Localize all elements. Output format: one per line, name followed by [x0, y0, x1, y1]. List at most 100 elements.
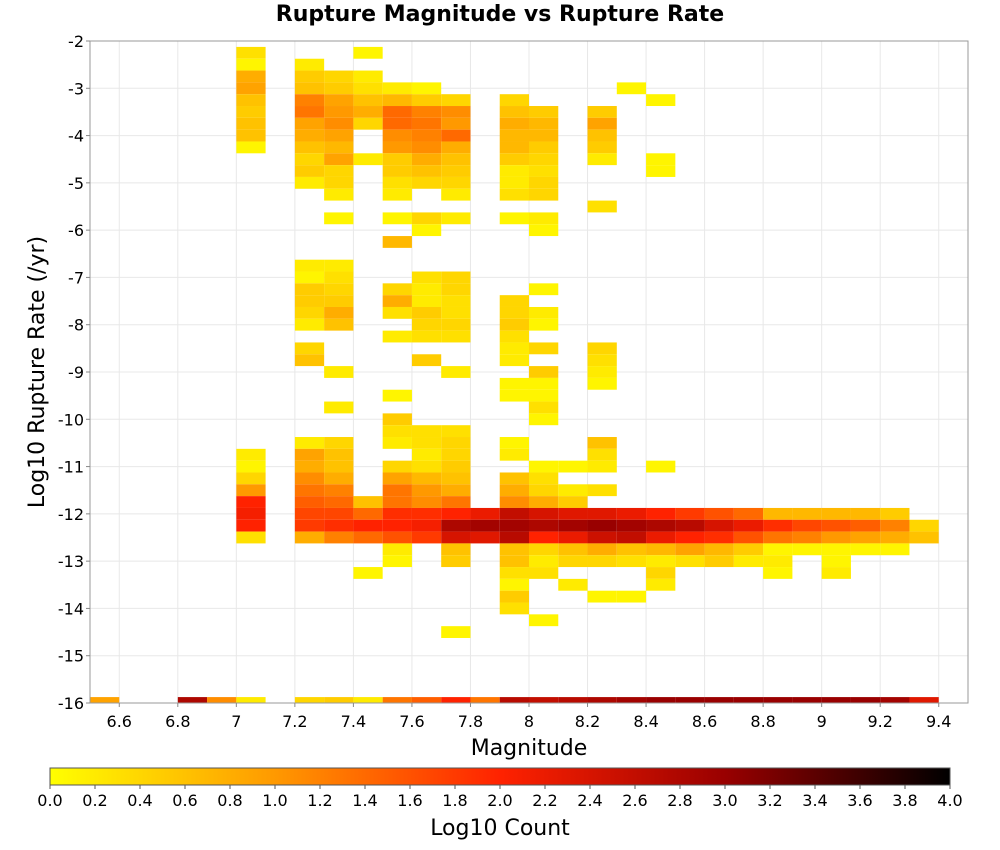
- heatmap-cell: [324, 460, 354, 473]
- heatmap-cell: [236, 507, 266, 520]
- heatmap-cell: [324, 259, 354, 272]
- heatmap-cell: [411, 697, 442, 703]
- heatmap-cell: [529, 165, 559, 177]
- heatmap-cell: [236, 70, 266, 83]
- heatmap-cell: [236, 697, 266, 703]
- heatmap-cell: [236, 519, 266, 532]
- heatmap-cell: [499, 165, 529, 177]
- heatmap-cell: [294, 697, 325, 703]
- colorbar-tick-label: 2.8: [667, 791, 692, 810]
- heatmap-cell: [441, 141, 471, 154]
- heatmap-cell: [411, 271, 442, 284]
- heatmap-cell: [558, 555, 588, 568]
- heatmap-cell: [324, 283, 354, 296]
- heatmap-cell: [382, 141, 412, 154]
- heatmap-cell: [324, 401, 354, 414]
- heatmap-cell: [294, 519, 325, 532]
- heatmap-cell: [441, 165, 471, 177]
- y-tick-label: -3: [68, 79, 84, 98]
- heatmap-cell: [499, 389, 529, 402]
- heatmap-cell: [411, 519, 442, 532]
- heatmap-cell: [470, 519, 500, 532]
- heatmap-cell: [616, 697, 647, 703]
- heatmap-cell: [294, 259, 325, 272]
- heatmap-cell: [294, 496, 325, 508]
- colorbar-tick-label: 0.0: [37, 791, 62, 810]
- heatmap-cell: [499, 188, 529, 201]
- heatmap-cell: [353, 507, 383, 520]
- heatmap-cell: [646, 519, 676, 532]
- heatmap-cell: [324, 94, 354, 107]
- heatmap-cell: [529, 614, 559, 627]
- heatmap-cell: [411, 141, 442, 154]
- heatmap-cell: [441, 697, 471, 703]
- y-tick-label: -9: [68, 363, 84, 382]
- heatmap-cell: [499, 697, 529, 703]
- heatmap-cell: [411, 165, 442, 177]
- heatmap-cell: [499, 590, 529, 603]
- heatmap-cell: [324, 496, 354, 508]
- x-tick-label: 8.4: [633, 712, 658, 731]
- heatmap-cell: [675, 507, 705, 520]
- heatmap-cell: [499, 330, 529, 343]
- heatmap-cell: [382, 460, 412, 473]
- heatmap-cell: [499, 153, 529, 166]
- heatmap-cell: [499, 472, 529, 485]
- x-tick-label: 7.4: [341, 712, 366, 731]
- heatmap-cell: [763, 531, 793, 544]
- heatmap-cell: [207, 697, 237, 703]
- heatmap-cell: [441, 472, 471, 485]
- heatmap-cell: [441, 295, 471, 307]
- heatmap-cell: [382, 484, 412, 497]
- heatmap-cell: [236, 484, 266, 497]
- heatmap-cell: [529, 519, 559, 532]
- heatmap-cell: [558, 460, 588, 473]
- heatmap-cell: [177, 697, 208, 703]
- heatmap-cell: [733, 555, 764, 568]
- heatmap-cell: [909, 697, 939, 703]
- heatmap-cell: [324, 153, 354, 166]
- heatmap-cell: [382, 330, 412, 343]
- heatmap-cell: [558, 531, 588, 544]
- heatmap-cell: [499, 507, 529, 520]
- heatmap-cell: [704, 531, 734, 544]
- heatmap-cell: [353, 82, 383, 95]
- heatmap-cell: [382, 555, 412, 568]
- heatmap-cell: [441, 283, 471, 296]
- heatmap-cell: [236, 141, 266, 154]
- heatmap-cell: [353, 519, 383, 532]
- heatmap-cell: [880, 507, 910, 520]
- x-tick-label: 9: [817, 712, 827, 731]
- heatmap-cell: [733, 531, 764, 544]
- heatmap-cell: [616, 531, 647, 544]
- heatmap-cell: [294, 306, 325, 319]
- heatmap-cell: [294, 106, 325, 118]
- heatmap-cell: [382, 212, 412, 225]
- heatmap-cell: [324, 70, 354, 83]
- colorbar-tick-label: 3.6: [847, 791, 872, 810]
- heatmap-cell: [441, 437, 471, 449]
- heatmap-cell: [470, 507, 500, 520]
- heatmap-cell: [558, 519, 588, 532]
- heatmap-cell: [558, 484, 588, 497]
- heatmap-cell: [353, 70, 383, 83]
- heatmap-cell: [821, 697, 851, 703]
- y-tick-label: -6: [68, 221, 84, 240]
- heatmap-cell: [529, 507, 559, 520]
- heatmap-cell: [704, 697, 734, 703]
- heatmap-cell: [236, 531, 266, 544]
- colorbar-label: Log10 Count: [430, 816, 570, 841]
- heatmap-cell: [529, 306, 559, 319]
- heatmap-cell: [236, 448, 266, 461]
- heatmap-cell: [529, 472, 559, 485]
- heatmap-cell: [646, 697, 676, 703]
- heatmap-cell: [499, 342, 529, 355]
- heatmap-cell: [411, 531, 442, 544]
- heatmap-cell: [382, 153, 412, 166]
- heatmap-cell: [470, 697, 500, 703]
- heatmap-cell: [294, 141, 325, 154]
- heatmap-cell: [646, 507, 676, 520]
- heatmap-cell: [558, 578, 588, 591]
- heatmap-cell: [587, 366, 617, 378]
